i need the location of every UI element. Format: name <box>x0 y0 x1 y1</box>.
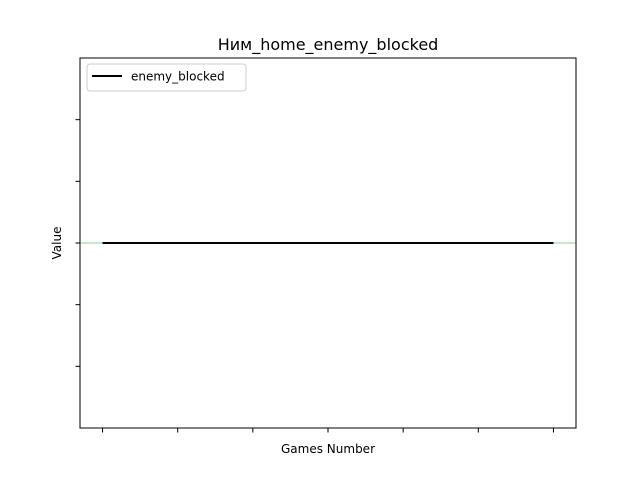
data-point <box>177 242 179 244</box>
legend-box <box>86 63 247 92</box>
chart-title: Ним_home_enemy_blocked <box>218 35 439 55</box>
y-axis-label: Value <box>50 227 64 260</box>
data-point <box>327 242 329 244</box>
y-axis-ticks <box>75 119 80 367</box>
legend: enemy_blocked <box>86 63 247 92</box>
data-point <box>252 242 254 244</box>
legend-entry-enemy-blocked: enemy_blocked <box>131 70 225 84</box>
x-axis-label: Games Number <box>281 442 375 456</box>
data-point <box>477 242 479 244</box>
data-point <box>102 242 104 244</box>
plot-area <box>80 242 576 244</box>
data-point <box>402 242 404 244</box>
data-point <box>552 242 554 244</box>
x-axis-ticks <box>102 428 554 433</box>
